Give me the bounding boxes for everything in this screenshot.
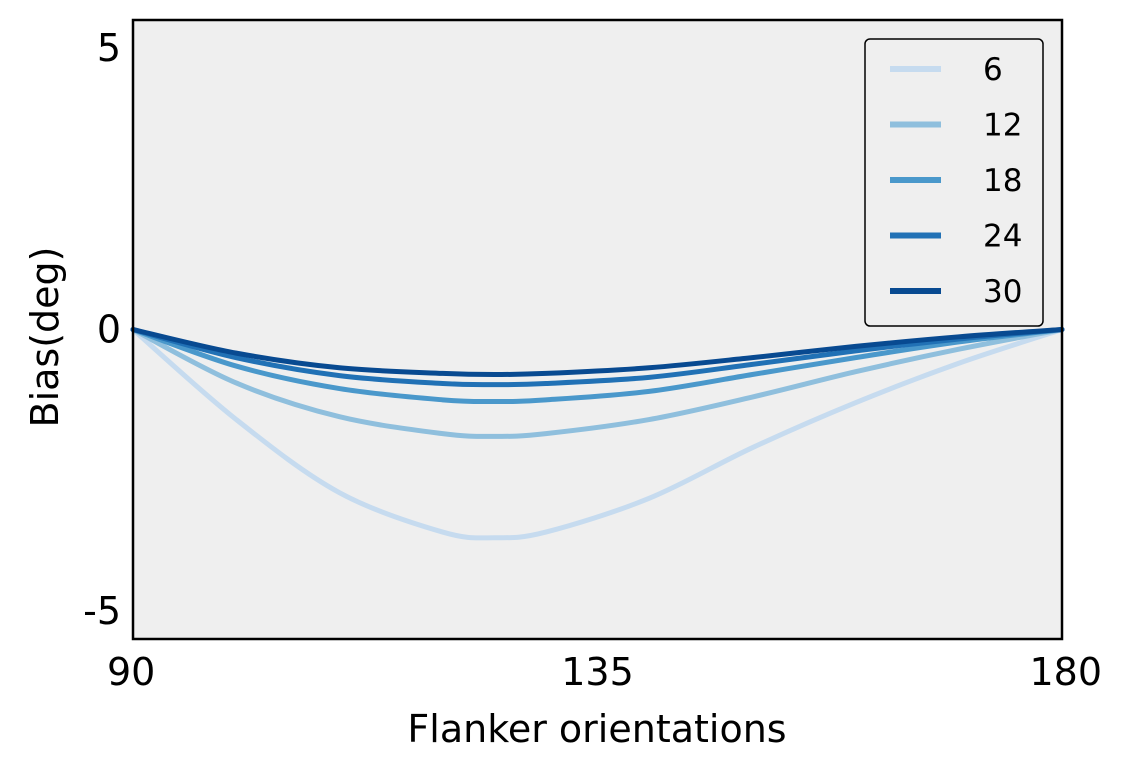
- series-line-12: [130, 327, 1065, 439]
- x-axis-label: Flanker orientations: [407, 707, 786, 751]
- legend-label-24: 24: [983, 219, 1022, 255]
- y-tick-label: -5: [83, 589, 121, 633]
- legend: 6 12 18 24 30: [864, 38, 1044, 327]
- y-tick-labels: 5 0 -5: [83, 26, 121, 633]
- series-line-30: [130, 327, 1065, 378]
- y-tick-label: 5: [97, 26, 121, 70]
- x-tick-label: 135: [561, 650, 634, 694]
- legend-label-30: 30: [983, 274, 1022, 310]
- series-line-18: [130, 327, 1065, 405]
- legend-label-12: 12: [983, 108, 1022, 144]
- x-tick-label: 90: [107, 650, 155, 694]
- y-tick-label: 0: [97, 308, 121, 352]
- legend-label-6: 6: [983, 52, 1003, 88]
- y-axis-label: Bias(deg): [23, 247, 67, 428]
- series-line-24: [130, 327, 1065, 388]
- series-line-6: [130, 327, 1065, 541]
- legend-frame: [864, 38, 1044, 327]
- legend-label-18: 18: [983, 163, 1022, 199]
- plot-frame: [131, 18, 1064, 641]
- series-lines: [130, 327, 1065, 541]
- x-tick-label: 180: [1029, 650, 1102, 694]
- x-tick-labels: 90 135 180: [107, 650, 1102, 694]
